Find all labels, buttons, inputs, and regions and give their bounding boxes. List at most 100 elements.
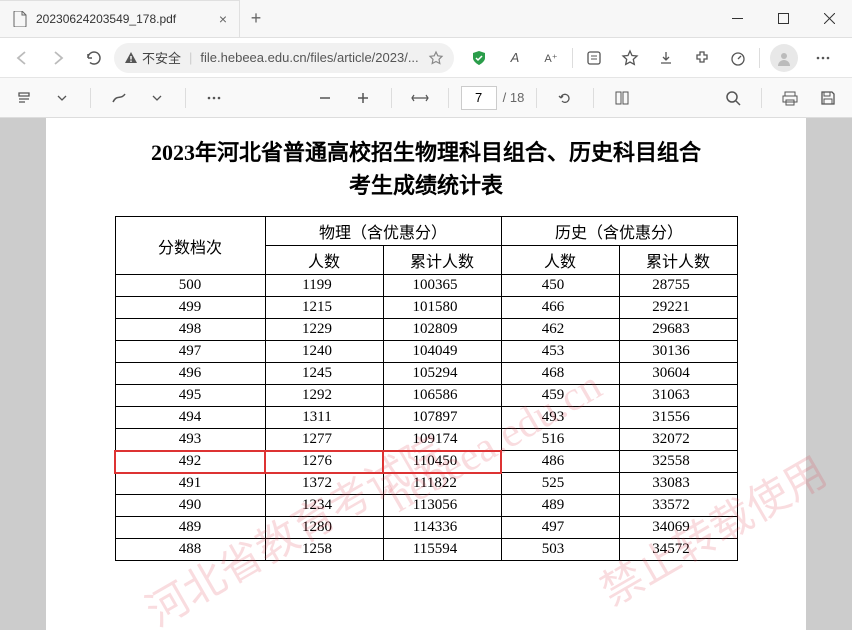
table-cell: 100365 <box>383 275 501 297</box>
table-cell: 30136 <box>619 341 737 363</box>
rotate-icon[interactable] <box>549 82 581 114</box>
score-table: 分数档次 物理（含优惠分） 历史（含优惠分） 人数 累计人数 人数 累计人数 5… <box>115 216 738 561</box>
table-cell: 500 <box>115 275 265 297</box>
table-cell: 29683 <box>619 319 737 341</box>
page-view-icon[interactable] <box>606 82 638 114</box>
table-cell: 489 <box>501 495 619 517</box>
table-cell: 31063 <box>619 385 737 407</box>
table-cell: 33083 <box>619 473 737 495</box>
tab-title: 20230624203549_178.pdf <box>36 12 211 26</box>
table-cell: 1276 <box>265 451 383 473</box>
table-row: 489128011433649734069 <box>115 517 737 539</box>
table-cell: 106586 <box>383 385 501 407</box>
table-cell: 493 <box>501 407 619 429</box>
table-row: 491137211182252533083 <box>115 473 737 495</box>
performance-icon[interactable] <box>721 42 755 74</box>
table-cell: 105294 <box>383 363 501 385</box>
chevron-down-icon[interactable] <box>141 82 173 114</box>
draw-tool-icon[interactable] <box>103 82 135 114</box>
table-cell: 34069 <box>619 517 737 539</box>
table-cell: 453 <box>501 341 619 363</box>
table-cell: 101580 <box>383 297 501 319</box>
page-number-input[interactable] <box>461 86 497 110</box>
url-text: file.hebeea.edu.cn/files/article/2023/..… <box>200 50 418 65</box>
chevron-down-icon[interactable] <box>46 82 78 114</box>
table-cell: 489 <box>115 517 265 539</box>
downloads-icon[interactable] <box>649 42 683 74</box>
forward-button[interactable] <box>42 42 74 74</box>
fit-width-icon[interactable] <box>404 82 436 114</box>
table-cell: 525 <box>501 473 619 495</box>
window-titlebar: 20230624203549_178.pdf × + <box>0 0 852 38</box>
table-cell: 486 <box>501 451 619 473</box>
table-cell: 497 <box>501 517 619 539</box>
table-cell: 1234 <box>265 495 383 517</box>
table-cell: 498 <box>115 319 265 341</box>
reader-icon[interactable] <box>577 42 611 74</box>
table-cell: 1311 <box>265 407 383 429</box>
table-cell: 34572 <box>619 539 737 561</box>
save-icon[interactable] <box>812 82 844 114</box>
shield-icon[interactable] <box>462 42 496 74</box>
search-icon[interactable] <box>717 82 749 114</box>
minimize-button[interactable] <box>714 0 760 37</box>
table-row: 497124010404945330136 <box>115 341 737 363</box>
ext-aa-icon[interactable]: A⁺ <box>534 42 568 74</box>
table-row: 493127710917451632072 <box>115 429 737 451</box>
table-cell: 109174 <box>383 429 501 451</box>
table-cell: 488 <box>115 539 265 561</box>
back-button[interactable] <box>6 42 38 74</box>
table-cell: 28755 <box>619 275 737 297</box>
table-cell: 466 <box>501 297 619 319</box>
table-cell: 1258 <box>265 539 383 561</box>
url-box[interactable]: 不安全 | file.hebeea.edu.cn/files/article/2… <box>114 43 454 73</box>
svg-text:A⁺: A⁺ <box>544 53 557 65</box>
profile-avatar[interactable] <box>770 44 798 72</box>
table-cell: 107897 <box>383 407 501 429</box>
browser-tab[interactable]: 20230624203549_178.pdf × <box>0 0 240 37</box>
pdf-toolbar: / 18 <box>0 78 852 118</box>
table-cell: 104049 <box>383 341 501 363</box>
new-tab-button[interactable]: + <box>240 0 272 37</box>
security-label: 不安全 <box>142 48 181 67</box>
close-button[interactable] <box>806 0 852 37</box>
svg-text:A: A <box>510 50 520 65</box>
pdf-page: 2023年河北省普通高校招生物理科目组合、历史科目组合 考生成绩统计表 分数档次… <box>46 118 806 630</box>
table-cell: 490 <box>115 495 265 517</box>
zoom-out-button[interactable] <box>309 82 341 114</box>
table-cell: 462 <box>501 319 619 341</box>
pdf-document-area[interactable]: 2023年河北省普通高校招生物理科目组合、历史科目组合 考生成绩统计表 分数档次… <box>0 118 852 630</box>
document-title: 2023年河北省普通高校招生物理科目组合、历史科目组合 考生成绩统计表 <box>46 136 806 202</box>
extensions-icon[interactable] <box>685 42 719 74</box>
maximize-button[interactable] <box>760 0 806 37</box>
tab-close-icon[interactable]: × <box>219 11 227 27</box>
table-cell: 1292 <box>265 385 383 407</box>
table-cell: 1240 <box>265 341 383 363</box>
refresh-button[interactable] <box>78 42 110 74</box>
window-controls <box>714 0 852 37</box>
header-physics: 物理（含优惠分） <box>265 217 501 246</box>
table-cell: 459 <box>501 385 619 407</box>
table-row: 500119910036545028755 <box>115 275 737 297</box>
header-cumulative: 累计人数 <box>383 246 501 275</box>
menu-button[interactable] <box>806 42 840 74</box>
table-cell: 1372 <box>265 473 383 495</box>
header-count: 人数 <box>501 246 619 275</box>
table-row: 494131110789749331556 <box>115 407 737 429</box>
header-count: 人数 <box>265 246 383 275</box>
table-cell: 1229 <box>265 319 383 341</box>
table-cell: 30604 <box>619 363 737 385</box>
favorite-icon[interactable] <box>428 50 444 66</box>
table-cell: 115594 <box>383 539 501 561</box>
table-row: 495129210658645931063 <box>115 385 737 407</box>
ext-a-icon[interactable]: A <box>498 42 532 74</box>
favorites-icon[interactable] <box>613 42 647 74</box>
highlight-tool-icon[interactable] <box>8 82 40 114</box>
zoom-in-button[interactable] <box>347 82 379 114</box>
table-cell: 450 <box>501 275 619 297</box>
print-icon[interactable] <box>774 82 806 114</box>
table-cell: 495 <box>115 385 265 407</box>
table-row: 496124510529446830604 <box>115 363 737 385</box>
more-tools-icon[interactable] <box>198 82 230 114</box>
table-cell: 468 <box>501 363 619 385</box>
